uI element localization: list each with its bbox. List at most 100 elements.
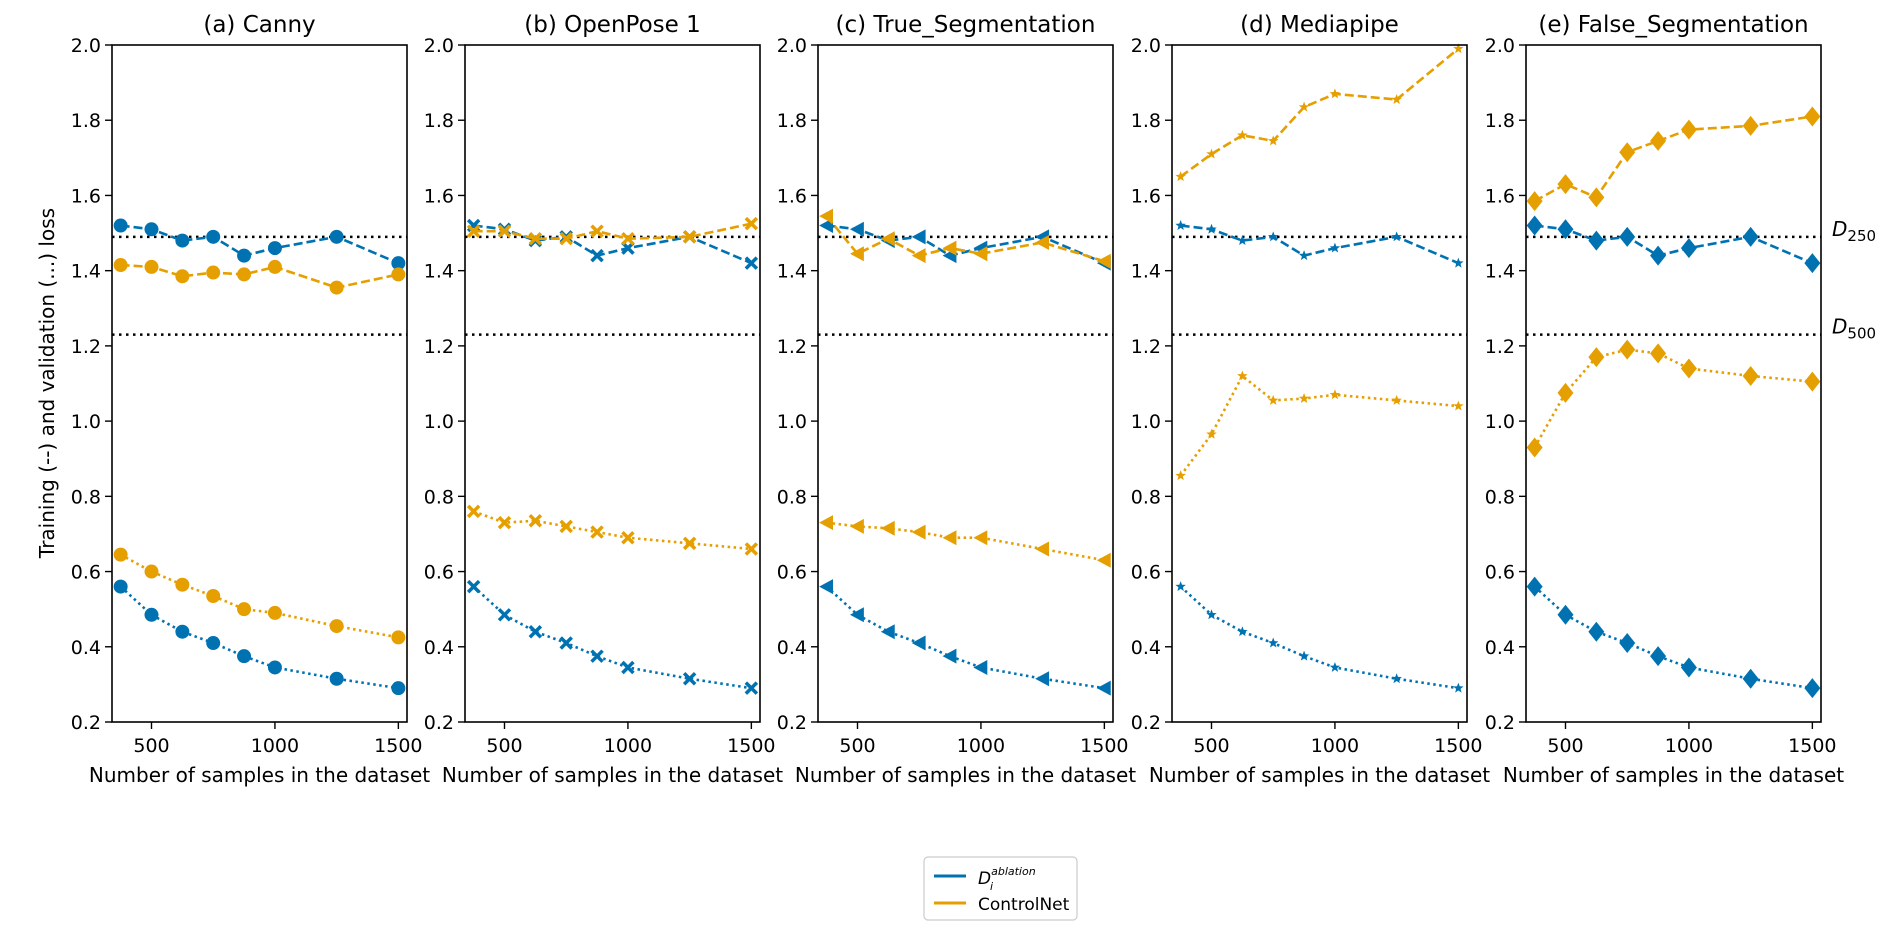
marker-p5-s2-3	[1619, 142, 1636, 163]
y-tick-label-p2-8: 1.8	[424, 110, 454, 132]
series-line-ablation-validation-p2	[472, 585, 752, 690]
series-line-controlnet-training-p4	[1179, 47, 1460, 178]
marker-p1-s1-2	[175, 624, 190, 639]
series-line-controlnet-training-p3	[825, 215, 1105, 263]
marker-p2-s2-5	[621, 231, 635, 246]
marker-p2-s2-4	[590, 224, 604, 238]
marker-p1-s2-6	[329, 280, 344, 295]
marker-p3-s2-2	[880, 231, 895, 247]
marker-p1-s0-2	[175, 233, 190, 248]
marker-p4-s1-4	[1298, 650, 1310, 661]
panel-title-p1: (a) Canny	[203, 12, 315, 38]
y-tick-label-p4-3: 0.8	[1131, 486, 1161, 508]
marker-p5-s3-7	[1804, 371, 1821, 392]
x-tick-label-p3-2: 1500	[1080, 735, 1128, 757]
marker-p4-s1-5	[1329, 661, 1341, 672]
marker-p1-s0-3	[206, 229, 221, 244]
marker-p4-s0-0	[1175, 220, 1186, 230]
marker-p3-s2-5	[973, 246, 988, 262]
panel-3: 0.2 0.4 0.6 0.8 1.0 1.2 1.4 1.6 1.8 2.0 500 1000 150…	[777, 12, 1136, 787]
marker-p2-s1-3	[559, 636, 573, 650]
marker-p5-s2-6	[1742, 115, 1759, 136]
marker-p1-s1-7	[391, 681, 406, 696]
x-tick-label-p3-0: 500	[839, 735, 875, 757]
y-tick-label-p3-4: 1.0	[777, 411, 807, 433]
marker-p1-s2-4	[237, 267, 252, 282]
panel-title-p4: (d) Mediapipe	[1240, 12, 1399, 38]
marker-p1-s0-5	[267, 241, 282, 256]
series-line-controlnet-training-p1	[120, 263, 399, 289]
marker-p3-s3-0	[819, 515, 834, 531]
marker-p4-s1-1	[1206, 609, 1217, 620]
y-tick-label-p1-4: 1.0	[71, 411, 101, 433]
marker-p5-s1-0	[1526, 576, 1543, 597]
y-tick-label-p3-6: 1.4	[777, 261, 807, 283]
y-tick-label-p4-5: 1.2	[1131, 336, 1161, 358]
x-tick-label-p1-0: 500	[133, 735, 169, 757]
marker-p5-s0-2	[1588, 230, 1605, 251]
marker-p1-s1-6	[329, 671, 344, 686]
marker-p4-s3-5	[1329, 389, 1341, 400]
y-tick-label-p5-9: 2.0	[1485, 35, 1515, 57]
marker-p2-s0-7	[744, 256, 759, 270]
marker-p2-s3-2	[528, 514, 543, 528]
marker-p2-s3-5	[621, 530, 635, 545]
y-tick-label-p5-7: 1.6	[1485, 185, 1515, 207]
y-axis-label: Training (--) and validation (...) loss	[35, 208, 59, 559]
marker-p1-s1-4	[237, 649, 252, 664]
series-line-ablation-training-p3	[826, 224, 1105, 265]
panel-5: 0.2 0.4 0.6 0.8 1.0 1.2 1.4 1.6 1.8 2.0 500 1000 150…	[1485, 12, 1844, 787]
marker-p1-s1-0	[113, 579, 128, 594]
marker-p3-s0-1	[849, 221, 864, 237]
marker-p1-s0-6	[329, 229, 344, 244]
marker-p2-s3-1	[497, 515, 512, 530]
y-tick-label-p4-7: 1.6	[1131, 185, 1161, 207]
x-tick-label-p5-0: 500	[1547, 735, 1583, 757]
marker-p1-s3-7	[391, 630, 406, 645]
y-tick-label-p1-7: 1.6	[71, 185, 101, 207]
axes-frame-p4	[1171, 44, 1468, 723]
x-axis-label-p1: Number of samples in the dataset	[89, 763, 430, 787]
marker-p2-s3-0	[466, 504, 481, 519]
marker-p2-s2-7	[744, 216, 759, 231]
y-tick-label-p5-4: 1.0	[1485, 411, 1515, 433]
axes-frame-p5	[1525, 44, 1822, 723]
marker-p3-s0-3	[911, 229, 926, 245]
marker-p1-s3-6	[329, 619, 344, 634]
marker-p1-s0-1	[144, 222, 159, 237]
panel-4: 0.2 0.4 0.6 0.8 1.0 1.2 1.4 1.6 1.8 2.0 500 1000 150…	[1131, 12, 1490, 787]
series-line-ablation-training-p2	[473, 224, 752, 265]
marker-p2-s3-6	[682, 536, 697, 551]
marker-p3-s2-6	[1035, 234, 1050, 250]
axes-frame-p2	[464, 44, 761, 723]
marker-p5-s3-6	[1742, 365, 1759, 386]
marker-p1-s2-1	[144, 259, 159, 274]
y-tick-label-p2-9: 2.0	[424, 35, 454, 57]
y-tick-label-p2-1: 0.4	[424, 637, 454, 659]
marker-p3-s3-5	[973, 530, 988, 546]
reference-label-250: D250	[1832, 217, 1876, 245]
marker-p5-s0-1	[1557, 219, 1574, 240]
marker-p5-s0-7	[1804, 253, 1821, 274]
marker-p5-s2-2	[1588, 187, 1605, 208]
y-tick-label-p5-2: 0.6	[1485, 562, 1515, 584]
series-line-ablation-validation-p4	[1179, 585, 1459, 690]
y-tick-label-p5-6: 1.4	[1485, 261, 1515, 283]
marker-p3-s3-4	[942, 530, 957, 546]
marker-p3-s1-1	[849, 607, 864, 623]
series-line-ablation-training-p1	[120, 224, 399, 265]
marker-p1-s2-7	[391, 267, 406, 282]
marker-p3-s1-5	[973, 659, 988, 675]
marker-p2-s3-7	[744, 542, 759, 556]
x-tick-label-p5-1: 1000	[1665, 735, 1713, 757]
legend-label-controlnet: ControlNet	[978, 895, 1070, 915]
marker-p3-s2-0	[819, 208, 834, 224]
marker-p5-s0-6	[1742, 226, 1759, 247]
y-tick-label-p4-0: 0.2	[1131, 712, 1161, 734]
marker-p1-s3-5	[267, 605, 282, 620]
marker-p3-s0-0	[819, 218, 834, 234]
x-tick-label-p4-0: 500	[1193, 735, 1229, 757]
marker-p4-s2-3	[1267, 135, 1279, 146]
marker-p4-s3-0	[1175, 470, 1186, 481]
